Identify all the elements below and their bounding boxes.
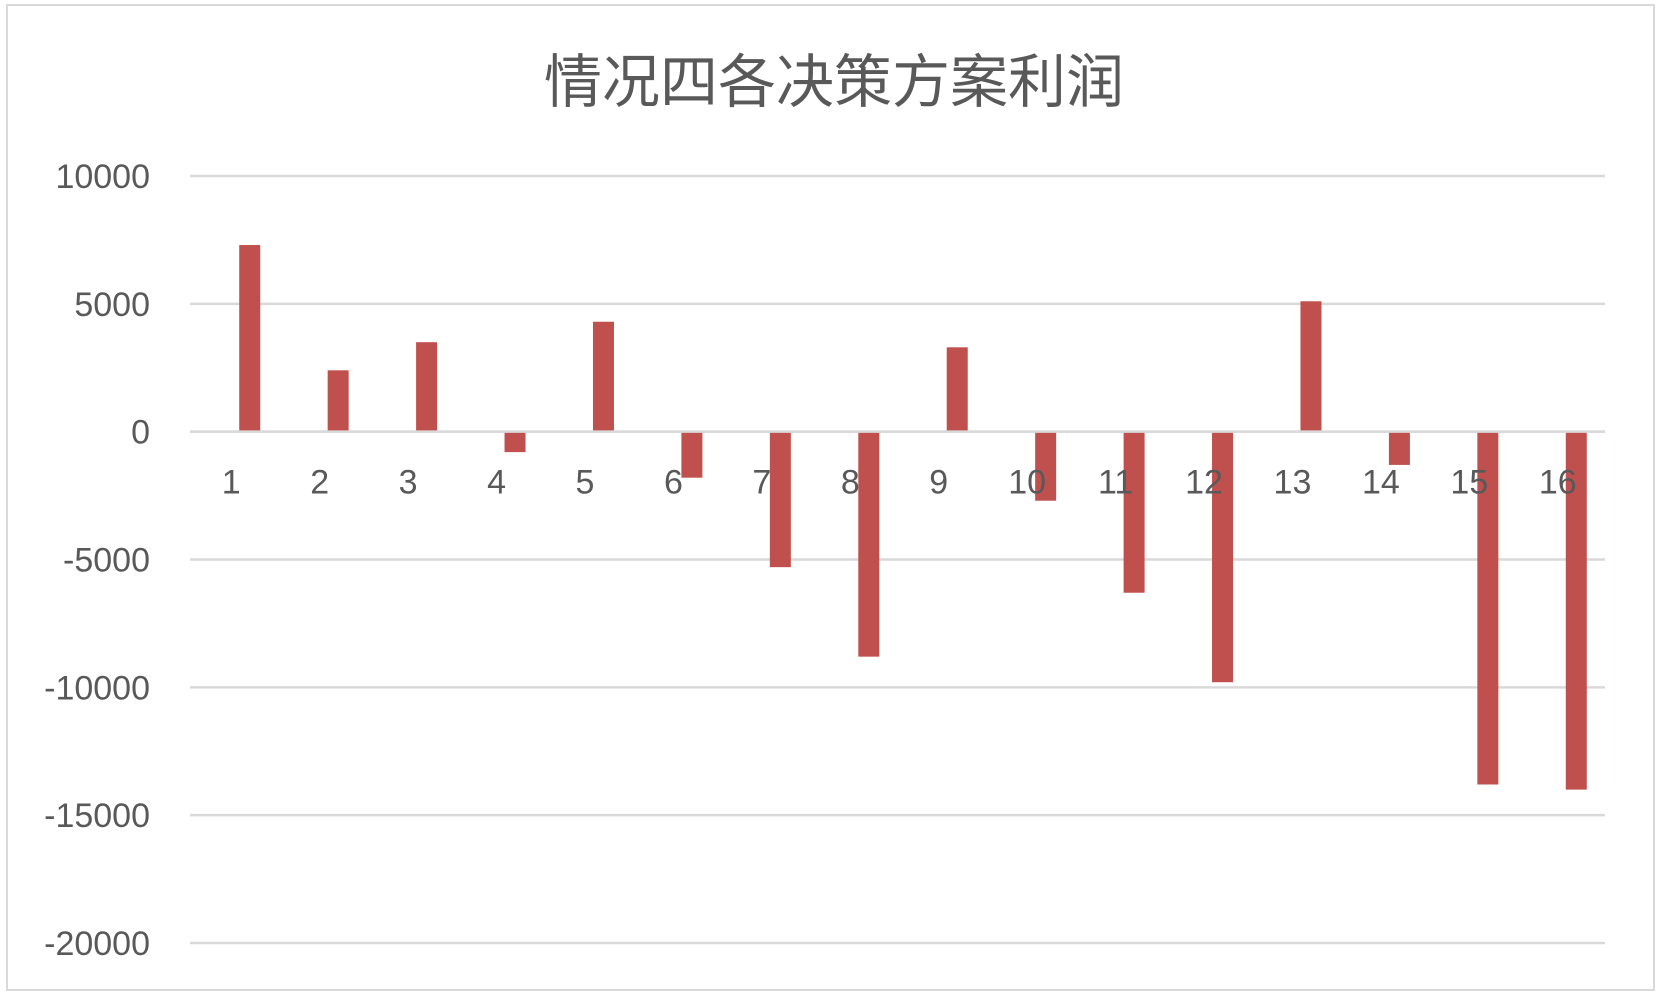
x-tick-label: 14: [1362, 464, 1400, 502]
x-tick-label: 8: [841, 464, 860, 502]
bar: [327, 370, 349, 432]
chart-frame: [6, 4, 1655, 991]
bar: [1565, 431, 1587, 790]
gridlines: [190, 174, 1605, 945]
bar: [504, 431, 526, 453]
bar: [946, 347, 968, 432]
bar: [858, 431, 880, 657]
x-tick-label: 7: [752, 464, 771, 502]
bar: [1477, 431, 1499, 785]
x-tick-label: 16: [1539, 464, 1577, 502]
bars: [239, 245, 1587, 790]
bar: [1123, 431, 1145, 593]
y-tick-label: -15000: [44, 797, 150, 835]
bar: [769, 431, 791, 568]
bar: [1388, 431, 1410, 465]
y-tick-label: 5000: [74, 286, 150, 324]
x-tick-label: 11: [1098, 464, 1133, 502]
y-tick-label: 10000: [55, 158, 150, 196]
x-tick-label: 2: [310, 464, 329, 502]
x-tick-label: 5: [576, 464, 595, 502]
x-tick-label: 15: [1450, 464, 1488, 502]
x-tick-label: 13: [1274, 464, 1312, 502]
bar: [239, 245, 261, 432]
x-tick-label: 12: [1185, 464, 1223, 502]
y-tick-label: -10000: [44, 669, 150, 707]
y-axis-tick-labels: 10000 5000 0 -5000 -10000 -15000 -20000: [44, 158, 150, 963]
bar: [681, 431, 703, 478]
x-tick-label: 9: [929, 464, 948, 502]
x-tick-label: 10: [1008, 464, 1046, 502]
chart-title: 情况四各决策方案利润: [544, 48, 1124, 116]
y-tick-label: -5000: [63, 542, 150, 580]
x-tick-label: 1: [222, 464, 241, 502]
y-tick-label: -20000: [44, 925, 150, 963]
bar: [1035, 431, 1057, 501]
bar: [1300, 301, 1322, 432]
x-tick-label: 6: [664, 464, 683, 502]
bar: [1212, 431, 1234, 683]
bar: [592, 321, 614, 432]
y-tick-label: 0: [131, 414, 150, 452]
x-tick-label: 3: [399, 464, 418, 502]
bar: [416, 342, 438, 432]
x-axis-tick-labels: 1 2 3 4 5 6 7 8 9 10 11 12 13 14 15 16: [222, 464, 1577, 502]
x-tick-label: 4: [487, 464, 506, 502]
